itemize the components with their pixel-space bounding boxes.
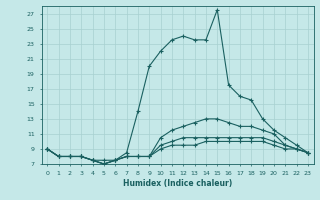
X-axis label: Humidex (Indice chaleur): Humidex (Indice chaleur) bbox=[123, 179, 232, 188]
